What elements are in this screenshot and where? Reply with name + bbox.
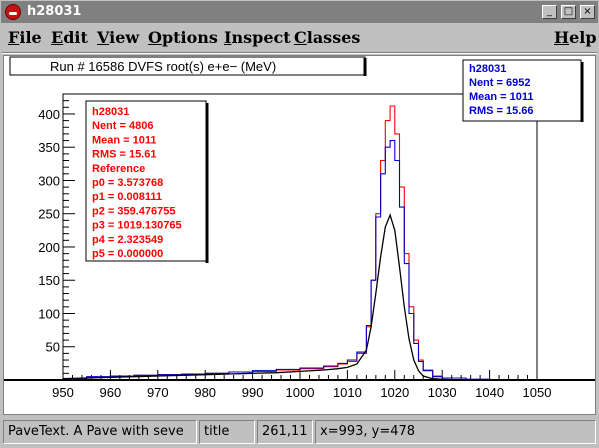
histogram-plot[interactable]: Run # 16586 DVFS root(s) e+e− (MeV) 50 10…	[4, 56, 595, 414]
x-tick-label: 1030	[428, 385, 457, 400]
y-tick-label: 250	[38, 207, 60, 222]
stats-line: p2 = 359.476755	[92, 205, 176, 217]
menu-separator	[2, 52, 597, 54]
y-axis: 50 100 150 200 250 300 350 400	[38, 100, 75, 374]
series-fit-line	[62, 213, 537, 381]
x-tick-label: 1000	[286, 385, 315, 400]
menu-edit[interactable]: Edit	[51, 28, 88, 47]
plot-canvas[interactable]: Run # 16586 DVFS root(s) e+e− (MeV) 50 10…	[3, 55, 596, 415]
stats-pave-red-box	[85, 100, 207, 262]
stats-pave-red[interactable]: h28031 Nent = 4806 Mean = 1011 RMS = 15.61 R…	[85, 100, 209, 263]
y-tick-label: 400	[38, 107, 60, 122]
x-tick-label: 1010	[333, 385, 362, 400]
close-button[interactable]: ×	[580, 5, 595, 19]
stats-blue-lines: h28031 Nent = 6952 Mean = 1011 RMS = 15.66	[469, 63, 534, 117]
root-logo-icon[interactable]	[5, 4, 21, 20]
stats-line: RMS = 15.66	[469, 105, 534, 117]
stats-line: h28031	[92, 106, 129, 118]
x-axis: 950 960 970 980 990 1000 1010 1020 1030 1040 1050	[52, 370, 551, 400]
y-tick-label: 100	[38, 306, 60, 321]
stats-line: h28031	[469, 63, 506, 75]
menu-file[interactable]: File	[8, 28, 42, 47]
plot-title: Run # 16586 DVFS root(s) e+e− (MeV)	[50, 59, 276, 74]
menu-inspect[interactable]: Inspect	[224, 28, 291, 47]
x-tick-label: 990	[242, 385, 264, 400]
stats-line: p3 = 1019.130765	[92, 220, 182, 232]
menu-bar: File Edit View Options Inspect Classes H…	[1, 24, 598, 52]
x-tick-label: 950	[52, 385, 74, 400]
stats-line: RMS = 15.61	[92, 149, 157, 161]
stats-pave-blue-box	[462, 59, 582, 122]
y-tick-label: 300	[38, 173, 60, 188]
status-pixel: 261,11	[257, 420, 313, 444]
stats-line: Mean = 1011	[92, 134, 157, 146]
window-title: h28031	[27, 4, 82, 19]
menu-options[interactable]: Options	[148, 28, 218, 47]
menu-view[interactable]: View	[97, 28, 140, 47]
y-tick-label: 200	[38, 240, 60, 255]
menu-help[interactable]: Help	[554, 28, 597, 47]
stats-line: p0 = 3.573768	[92, 177, 163, 189]
status-coords: x=993, y=478	[315, 420, 596, 444]
y-tick-label: 150	[38, 273, 60, 288]
y-tick-label: 50	[46, 340, 60, 355]
maximize-button[interactable]: □	[561, 5, 576, 19]
x-tick-label: 1040	[475, 385, 504, 400]
x-tick-label: 980	[194, 385, 216, 400]
x-tick-label: 1020	[380, 385, 409, 400]
stats-pave-blue[interactable]: h28031 Nent = 6952 Mean = 1011 RMS = 15.66	[462, 59, 584, 122]
minimize-button[interactable]: _	[542, 5, 557, 19]
x-tick-label: 1050	[523, 385, 552, 400]
title-bar[interactable]: h28031 _ □ ×	[1, 1, 598, 23]
stats-line: Mean = 1011	[469, 91, 534, 103]
x-tick-label: 970	[147, 385, 169, 400]
stats-line: Reference	[92, 163, 145, 175]
stats-line: p1 = 0.008111	[92, 191, 162, 203]
status-object: PaveText. A Pave with seve	[3, 420, 197, 444]
series-blue-line	[63, 140, 537, 381]
stats-line: p4 = 2.323549	[92, 234, 163, 246]
x-tick-label: 960	[100, 385, 122, 400]
series-layer	[62, 105, 537, 381]
menu-classes[interactable]: Classes	[294, 28, 361, 47]
status-title: title	[199, 420, 255, 444]
stats-line: p5 = 0.000000	[92, 248, 163, 260]
stats-red-lines: h28031 Nent = 4806 Mean = 1011 RMS = 15.61 R…	[92, 106, 182, 260]
stats-line: Nent = 6952	[469, 77, 530, 89]
y-tick-label: 350	[38, 140, 60, 155]
stats-line: Nent = 4806	[92, 120, 153, 132]
